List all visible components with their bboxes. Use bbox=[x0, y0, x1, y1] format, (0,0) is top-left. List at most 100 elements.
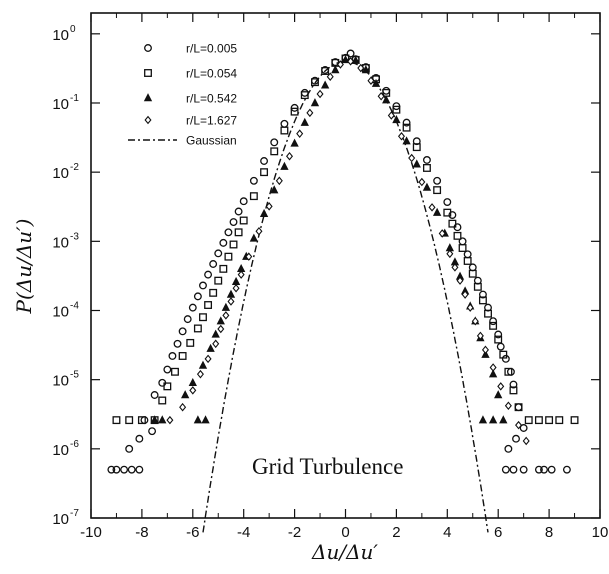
circle-data-point bbox=[229, 218, 238, 226]
circle-data-point bbox=[135, 465, 144, 474]
circle-data-point bbox=[150, 391, 159, 399]
circle-data-point bbox=[199, 281, 207, 290]
circle-data-point bbox=[239, 197, 248, 206]
square-data-point bbox=[392, 105, 401, 114]
square-data-point bbox=[453, 231, 462, 240]
diamond-data-point bbox=[232, 283, 240, 293]
triangle-data-point bbox=[221, 302, 231, 311]
square-data-point bbox=[514, 403, 523, 412]
y-tick-label: 10 bbox=[52, 27, 69, 44]
circle-data-point bbox=[125, 444, 134, 453]
square-data-point bbox=[534, 416, 543, 425]
triangle-data-point bbox=[231, 276, 241, 285]
data-markers bbox=[107, 49, 579, 474]
square-data-point bbox=[186, 338, 195, 347]
plot-frame bbox=[90, 12, 601, 519]
y-tick-exponent: -2 bbox=[70, 162, 79, 173]
circle-data-point bbox=[504, 444, 513, 453]
x-tick-label: -10 bbox=[80, 524, 102, 541]
x-tick-labels: -10 -8 -6 -4 -2 0 2 4 6 8 10 bbox=[80, 524, 608, 541]
circle-data-point bbox=[204, 270, 213, 279]
triangle-data-point bbox=[198, 360, 208, 369]
y-axis-title: P(Δu/Δu′) bbox=[12, 219, 36, 315]
square-data-point bbox=[209, 288, 218, 297]
triangle-data-point bbox=[201, 415, 210, 424]
circle-data-point bbox=[188, 303, 197, 312]
square-data-point bbox=[484, 309, 492, 318]
square-data-point bbox=[458, 244, 467, 252]
square-data-point bbox=[270, 147, 279, 156]
x-tick-label: 0 bbox=[341, 524, 349, 541]
circle-data-point bbox=[178, 327, 187, 336]
circle-data-point bbox=[173, 339, 182, 348]
diamond-data-point bbox=[461, 290, 469, 299]
triangle-data-point bbox=[412, 159, 421, 168]
circle-data-point bbox=[448, 211, 457, 219]
diamond-data-point bbox=[189, 386, 197, 395]
circle-data-point bbox=[183, 315, 192, 324]
y-tick-label: 10 bbox=[52, 234, 69, 251]
diamond-data-point bbox=[237, 270, 245, 279]
triangle-data-point bbox=[432, 207, 442, 216]
diamond-data-point bbox=[408, 153, 416, 163]
circle-data-point bbox=[260, 157, 269, 165]
diamond-data-point bbox=[204, 354, 212, 364]
triangle-data-point bbox=[206, 343, 215, 352]
circle-data-point bbox=[512, 434, 520, 443]
square-data-point bbox=[494, 335, 503, 344]
triangle-data-point bbox=[270, 185, 279, 194]
square-data-point bbox=[422, 164, 431, 172]
diamond-data-point bbox=[451, 263, 459, 272]
square-data-point bbox=[473, 282, 482, 291]
y-tick-exponent: -1 bbox=[70, 93, 79, 104]
diamond-data-point bbox=[217, 324, 225, 334]
diamond-data-point bbox=[456, 276, 464, 285]
diamond-data-point bbox=[397, 132, 406, 141]
diamond-data-point bbox=[476, 331, 484, 341]
gaussian-line bbox=[202, 60, 489, 533]
circle-data-point bbox=[163, 365, 172, 374]
legend-label: r/L=0.542 bbox=[186, 92, 237, 106]
diamond-data-point bbox=[504, 401, 512, 410]
legend-label: r/L=1.627 bbox=[186, 114, 237, 128]
square-data-point bbox=[239, 216, 248, 225]
circle-data-point bbox=[519, 465, 528, 474]
y-tick-label: 10 bbox=[52, 303, 69, 320]
legend: r/L=0.005 r/L=0.054 r/L=0.542 r/L=1.627 Gaus… bbox=[128, 42, 237, 148]
square-data-point bbox=[570, 416, 579, 425]
square-data-point bbox=[234, 228, 243, 237]
y-tick-exponent: -4 bbox=[70, 300, 79, 311]
triangle-data-point bbox=[382, 95, 391, 104]
square-data-point bbox=[158, 396, 167, 405]
gaussian-curve bbox=[202, 60, 489, 533]
x-tick-label: -2 bbox=[288, 524, 301, 541]
diamond-data-point bbox=[438, 229, 446, 238]
circle-data-point bbox=[346, 49, 355, 58]
square-data-point bbox=[224, 252, 233, 261]
square-data-point bbox=[311, 78, 319, 87]
triangle-data-point bbox=[422, 182, 432, 191]
circle-data-point bbox=[433, 176, 442, 185]
x-tick-label: 10 bbox=[592, 524, 609, 541]
circle-data-point bbox=[280, 119, 289, 128]
square-data-point bbox=[489, 321, 498, 330]
square-data-point bbox=[193, 324, 202, 333]
y-tick-exponent: -5 bbox=[70, 370, 79, 381]
triangle-data-point bbox=[331, 65, 340, 74]
x-tick-label: 6 bbox=[494, 524, 502, 541]
circle-data-point bbox=[270, 138, 279, 147]
square-data-point bbox=[509, 386, 518, 395]
circle-data-point bbox=[140, 416, 149, 425]
circle-data-point bbox=[120, 465, 129, 474]
legend-square-marker bbox=[144, 69, 152, 77]
diamond-data-point bbox=[481, 345, 489, 355]
triangle-data-point bbox=[249, 233, 259, 242]
diamond-data-point bbox=[387, 111, 395, 120]
circle-data-point bbox=[193, 292, 202, 301]
triangle-data-point bbox=[290, 138, 299, 147]
square-data-point bbox=[137, 416, 146, 425]
triangle-data-point bbox=[488, 369, 498, 378]
square-data-point bbox=[463, 257, 472, 265]
circle-data-point bbox=[382, 86, 391, 95]
